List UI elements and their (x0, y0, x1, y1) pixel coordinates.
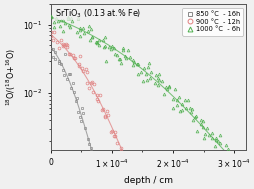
X-axis label: depth / cm: depth / cm (123, 176, 172, 185)
Legend: 850 °C  - 16h, 900 °C  - 12h, 1000 °C  - 6h: 850 °C - 16h, 900 °C - 12h, 1000 °C - 6h (181, 8, 242, 36)
Text: SrTiO$_3$ (0.13 at.% Fe): SrTiO$_3$ (0.13 at.% Fe) (54, 7, 140, 20)
Y-axis label: $^{18}$O/($^{18}$O+$^{16}$O): $^{18}$O/($^{18}$O+$^{16}$O) (4, 48, 18, 106)
